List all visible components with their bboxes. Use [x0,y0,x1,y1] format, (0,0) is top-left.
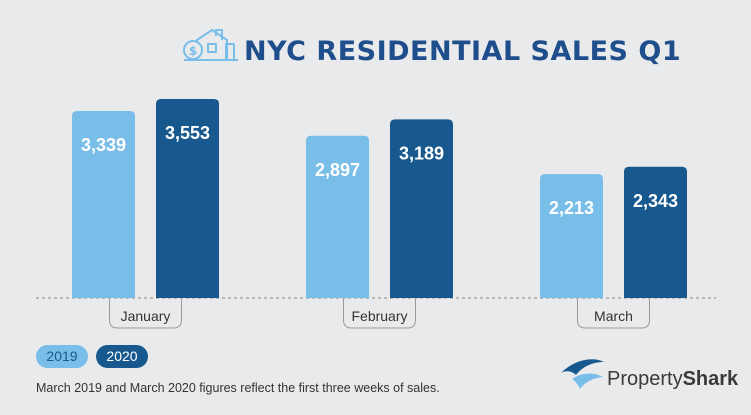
x-tick-labels: January February March [109,299,650,329]
bars-group: 3,339 3,553 2,897 3,189 2,213 2,343 [72,99,687,299]
tick-bracket-january [109,299,182,329]
bar-value-label-february-2020: 3,189 [399,143,444,163]
bar-value-label-march-2020: 2,343 [633,191,678,211]
brand-name: PropertyShark [607,368,739,390]
tick-march: March [577,299,650,329]
legend: 2019 2020 [36,345,148,368]
legend-label-2020: 2020 [106,348,137,364]
tick-bracket-march [577,299,650,329]
legend-swatch-2019 [36,345,88,368]
footnote: March 2019 and March 2020 figures reflec… [36,381,440,395]
tick-february: February [343,299,416,329]
bar-january-2019 [72,111,135,299]
bar-february-2020 [390,119,453,298]
bar-value-label-january-2020: 3,553 [165,123,210,143]
bar-value-label-march-2019: 2,213 [549,198,594,218]
bar-value-label-february-2019: 2,897 [315,160,360,180]
bar-february-2019 [306,135,369,298]
tick-label-february: February [351,308,407,324]
tick-label-march: March [594,308,633,324]
tick-january: January [109,299,182,329]
shark-logo-icon [561,359,604,389]
tick-bracket-february [343,299,416,329]
legend-label-2019: 2019 [46,348,77,364]
svg-text:$: $ [189,44,197,58]
house-with-dollar-icon: $ [183,29,238,61]
legend-swatch-2020 [96,345,148,368]
brand-name-part2: Shark [683,368,739,390]
brand-name-part1: Property [607,368,683,390]
tick-label-january: January [121,308,171,324]
bar-march-2020 [624,166,687,298]
bar-january-2020 [156,99,219,298]
chart-title: NYC RESIDENTIAL SALES Q1 [244,36,681,67]
bar-march-2019 [540,174,603,298]
bar-value-label-january-2019: 3,339 [81,135,126,155]
